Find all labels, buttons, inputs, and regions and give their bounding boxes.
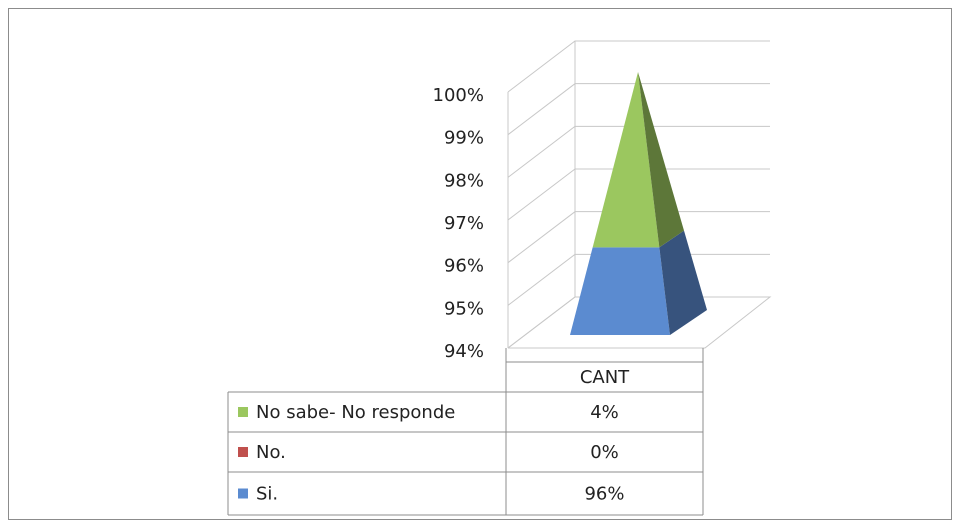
y-tick-label: 94% (444, 341, 484, 362)
table-value: 0% (590, 442, 619, 463)
table-value: 96% (584, 484, 624, 505)
y-tick-label: 95% (444, 298, 484, 319)
pyramid-front (592, 72, 660, 248)
legend-swatch (238, 407, 248, 417)
pyramid-side (659, 230, 707, 335)
grid-line (507, 168, 770, 221)
pyramid-front (570, 247, 670, 335)
chart-frame (8, 8, 952, 520)
table-header: CANT (580, 367, 630, 388)
legend-label: Si. (256, 484, 278, 505)
grid-line (507, 253, 770, 306)
legend-swatch (238, 447, 248, 457)
y-tick-label: 98% (444, 170, 484, 191)
grid-line (507, 211, 770, 264)
grid-line (507, 296, 770, 349)
grid-line (507, 125, 770, 178)
grid-line (507, 40, 770, 93)
legend-swatch (238, 488, 248, 499)
y-tick-label: 100% (433, 85, 484, 106)
table-value: 4% (590, 402, 619, 423)
y-tick-label: 99% (444, 128, 484, 149)
grid-line (507, 83, 770, 136)
legend-label: No. (256, 442, 286, 463)
y-tick-label: 96% (444, 256, 484, 277)
y-tick-label: 97% (444, 213, 484, 234)
pyramid-side (638, 72, 684, 248)
legend-label: No sabe- No responde (256, 402, 455, 423)
